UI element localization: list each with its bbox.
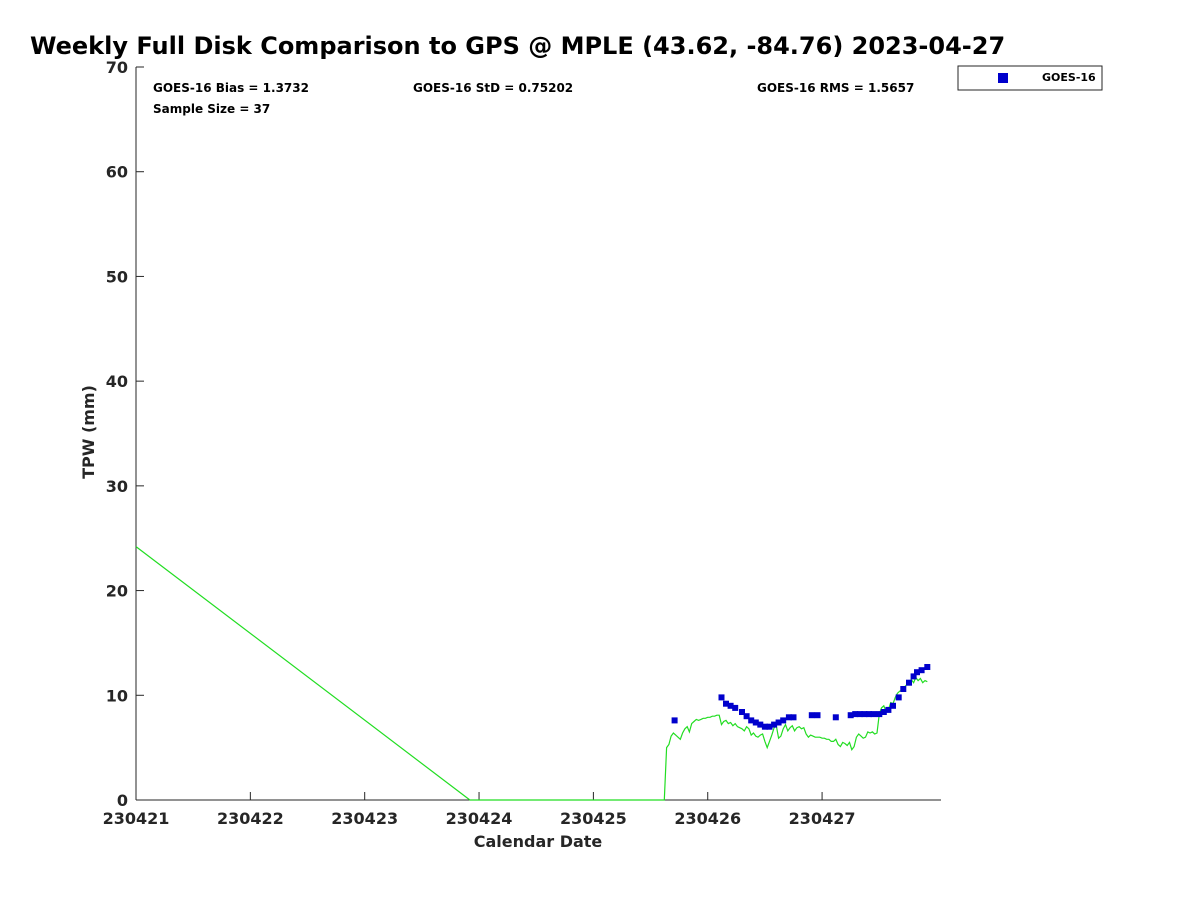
legend-box	[957, 65, 1103, 91]
goes16-point	[775, 719, 782, 726]
goes16-point	[866, 711, 872, 718]
goes16-series	[671, 664, 931, 730]
y-tick-label: 50	[106, 267, 128, 286]
x-tick-label: 230425	[560, 809, 627, 828]
y-tick-label: 10	[106, 686, 128, 705]
goes16-point	[790, 714, 797, 721]
goes16-point	[732, 704, 739, 711]
goes16-point	[761, 723, 768, 730]
goes16-point	[757, 721, 764, 728]
goes16-point	[861, 711, 868, 718]
x-tick-label: 230424	[446, 809, 513, 828]
goes16-point	[876, 711, 883, 718]
y-tick-label: 70	[106, 58, 128, 77]
gps-series-line	[135, 546, 928, 801]
goes16-point	[900, 686, 907, 692]
plot-area: 0 10 20 30 40 50 60 70 230421 230422 230423 230424…	[103, 58, 941, 828]
x-ticks: 230421 230422 230423 230424 230425 230426 2304…	[103, 792, 856, 828]
goes16-point	[780, 717, 787, 724]
x-tick-label: 230422	[217, 809, 284, 828]
x-tick-label: 230426	[674, 809, 741, 828]
legend: GOES-16	[957, 65, 1103, 91]
bias-stat: GOES-16 Bias = 1.3732	[153, 81, 309, 95]
legend-marker-goes16	[998, 73, 1008, 83]
goes16-point	[718, 694, 725, 701]
goes16-point	[832, 714, 839, 721]
goes16-point	[748, 717, 755, 724]
y-ticks: 0 10 20 30 40 50 60 70	[106, 58, 144, 810]
goes16-point	[852, 711, 859, 718]
goes16-point	[870, 711, 877, 718]
y-tick-label: 40	[106, 372, 128, 391]
y-tick-label: 0	[117, 791, 128, 810]
y-tick-label: 60	[106, 163, 128, 182]
goes16-point	[671, 717, 678, 724]
goes16-point	[880, 709, 887, 715]
goes16-point	[910, 673, 917, 680]
std-stat: GOES-16 StD = 0.75202	[413, 81, 573, 95]
goes16-point	[906, 679, 912, 686]
goes16-point	[739, 709, 745, 715]
y-tick-label: 30	[106, 477, 128, 496]
goes16-point	[727, 702, 734, 709]
goes16-point	[885, 706, 892, 713]
goes16-point	[856, 711, 863, 718]
y-tick-label: 20	[106, 582, 128, 601]
goes16-point	[890, 702, 896, 709]
goes16-point	[771, 721, 778, 728]
goes16-point	[914, 669, 920, 676]
goes16-point	[752, 719, 759, 726]
y-axis-label: TPW (mm)	[79, 385, 98, 479]
goes16-point	[785, 714, 792, 721]
goes16-point	[766, 723, 773, 730]
goes16-point	[808, 712, 815, 719]
gps-series	[135, 546, 928, 801]
x-axis-label: Calendar Date	[474, 832, 603, 851]
x-tick-label: 230423	[331, 809, 398, 828]
goes16-point	[895, 694, 902, 701]
x-tick-label: 230421	[103, 809, 170, 828]
goes16-point	[723, 700, 729, 707]
goes16-point	[743, 713, 750, 720]
rms-stat: GOES-16 RMS = 1.5657	[757, 81, 914, 95]
goes16-point	[814, 712, 821, 719]
goes16-point	[847, 712, 854, 719]
goes16-point	[924, 664, 931, 670]
x-tick-label: 230427	[789, 809, 856, 828]
chart-title: Weekly Full Disk Comparison to GPS @ MPL…	[30, 32, 1005, 60]
sample-size-stat: Sample Size = 37	[153, 102, 270, 116]
legend-label-goes16: GOES-16	[1042, 71, 1096, 84]
goes16-point	[918, 667, 925, 674]
